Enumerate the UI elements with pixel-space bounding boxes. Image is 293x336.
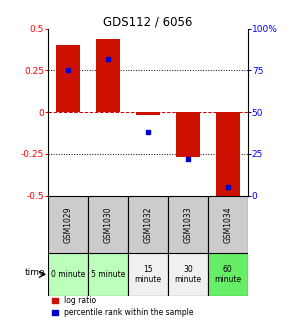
Bar (128, 196, 168, 253)
Text: 15
minute: 15 minute (134, 265, 161, 284)
Bar (128, 253, 168, 296)
Text: 60
minute: 60 minute (214, 265, 241, 284)
Bar (96, 39, 120, 112)
Text: GSM1030: GSM1030 (104, 206, 113, 243)
Bar (136, 112, 160, 116)
Bar (48, 196, 88, 253)
Bar (208, 253, 248, 296)
Legend: log ratio, percentile rank within the sample: log ratio, percentile rank within the sa… (52, 296, 193, 318)
Text: GSM1032: GSM1032 (144, 206, 152, 243)
Bar (168, 196, 208, 253)
Text: 5 minute: 5 minute (91, 270, 125, 279)
Bar (88, 196, 128, 253)
Bar (216, 112, 240, 199)
Title: GDS112 / 6056: GDS112 / 6056 (103, 15, 193, 29)
Bar (208, 196, 248, 253)
Bar (56, 45, 80, 112)
Text: GSM1033: GSM1033 (183, 206, 192, 243)
Text: 0 minute: 0 minute (51, 270, 86, 279)
Bar (168, 253, 208, 296)
Text: GSM1029: GSM1029 (64, 206, 73, 243)
Text: time: time (25, 268, 45, 277)
Text: GSM1034: GSM1034 (223, 206, 232, 243)
Bar (48, 253, 88, 296)
Bar (176, 112, 200, 157)
Text: 30
minute: 30 minute (174, 265, 201, 284)
Bar (88, 253, 128, 296)
